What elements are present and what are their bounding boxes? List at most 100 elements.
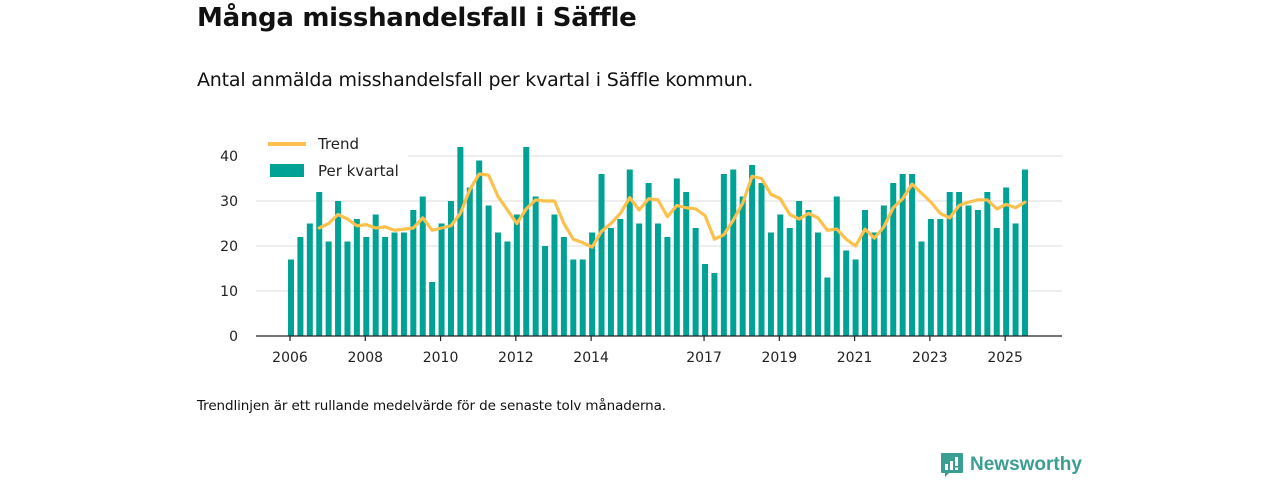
bar: [1012, 223, 1019, 336]
bar: [918, 241, 925, 336]
bar: [410, 210, 417, 336]
bar: [673, 178, 680, 336]
x-tick-label: 2012: [498, 350, 534, 366]
bar: [880, 205, 887, 336]
y-tick-label: 0: [229, 329, 238, 345]
bar: [909, 174, 916, 336]
bar: [692, 228, 699, 336]
bar: [626, 169, 633, 336]
bar: [937, 219, 944, 336]
y-tick-label: 20: [220, 239, 238, 255]
x-tick-label: 2025: [987, 350, 1023, 366]
bar: [353, 219, 360, 336]
bar: [946, 192, 953, 336]
bar: [570, 259, 577, 336]
legend-trend-label: Trend: [317, 135, 359, 153]
brand-logo: Newsworthy: [940, 452, 1082, 478]
bar: [1003, 187, 1010, 336]
bar: [786, 228, 793, 336]
bar: [391, 232, 398, 336]
bar: [739, 196, 746, 336]
bar: [702, 264, 709, 336]
bar: [382, 237, 389, 336]
bar: [993, 228, 1000, 336]
bar: [796, 201, 803, 336]
bar: [419, 196, 426, 336]
bar: [325, 241, 332, 336]
legend: Trend Per kvartal: [256, 132, 408, 182]
x-tick-label: 2010: [423, 350, 459, 366]
bar: [523, 147, 530, 336]
bar: [542, 246, 549, 336]
bar: [447, 201, 454, 336]
bar: [833, 196, 840, 336]
bar: [720, 174, 727, 336]
bar: [711, 273, 718, 336]
bar: [476, 160, 483, 336]
bar: [485, 205, 492, 336]
bar: [513, 214, 520, 336]
bar: [429, 282, 436, 336]
bar: [617, 219, 624, 336]
bar: [504, 241, 511, 336]
trend-line-group: [317, 172, 1027, 249]
legend-bar-swatch: [270, 164, 304, 177]
y-tick-label: 40: [220, 149, 238, 165]
bar: [777, 214, 784, 336]
bar: [984, 192, 991, 336]
bar: [316, 192, 323, 336]
x-tick-label: 2006: [272, 350, 308, 366]
bar: [400, 232, 407, 336]
bar: [767, 232, 774, 336]
bar: [974, 210, 981, 336]
bar: [579, 259, 586, 336]
x-tick-label: 2017: [686, 350, 722, 366]
bar: [956, 192, 963, 336]
bar: [805, 210, 812, 336]
bar: [457, 147, 464, 336]
x-tick-label: 2008: [347, 350, 383, 366]
chart-title: Många misshandelsfall i Säffle: [197, 3, 637, 33]
bar: [598, 174, 605, 336]
bar: [495, 232, 502, 336]
bar: [899, 174, 906, 336]
x-tick-label: 2023: [912, 350, 948, 366]
bar: [288, 259, 294, 336]
bar: [654, 223, 661, 336]
bar: [664, 237, 671, 336]
x-axis: 2006 2008 2010 2012 2014 2017 2019 2021 2023 2025: [256, 335, 1062, 366]
bar: [335, 201, 342, 336]
x-tick-label: 2019: [761, 350, 797, 366]
bar: [890, 183, 897, 336]
bar: [636, 223, 643, 336]
x-tick-label: 2021: [837, 350, 873, 366]
footnote: Trendlinjen är ett rullande medelvärde f…: [197, 398, 666, 414]
bar: [871, 232, 878, 336]
bar: [1021, 169, 1028, 336]
bar: [862, 210, 869, 336]
legend-bar-label: Per kvartal: [318, 162, 399, 180]
bar: [749, 165, 756, 336]
trend-line: [317, 172, 1027, 249]
y-tick-label: 10: [220, 284, 238, 300]
bars: [288, 147, 1028, 336]
chart-subtitle: Antal anmälda misshandelsfall per kvarta…: [197, 69, 754, 91]
bar: [683, 192, 690, 336]
x-tick-label: 2014: [573, 350, 609, 366]
bar: [560, 237, 567, 336]
bar: [607, 228, 614, 336]
bar: [852, 259, 859, 336]
bar: [730, 169, 737, 336]
bar: [466, 187, 473, 336]
bar: [297, 237, 304, 336]
bar: [814, 232, 821, 336]
bar: [843, 250, 850, 336]
bar: [306, 223, 313, 336]
bar: [645, 183, 652, 336]
bar: [551, 214, 558, 336]
bar: [758, 183, 765, 336]
brand-name: Newsworthy: [970, 454, 1082, 475]
bar: [344, 241, 351, 336]
y-tick-label: 30: [220, 194, 238, 210]
bar: [532, 196, 539, 336]
